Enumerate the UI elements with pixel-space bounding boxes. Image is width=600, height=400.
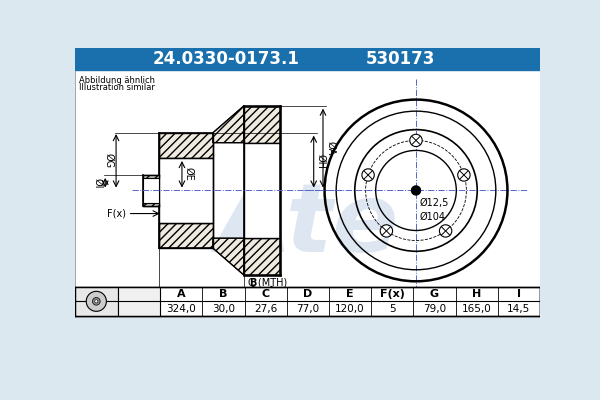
Text: 27,6: 27,6 — [254, 304, 277, 314]
Text: ØG: ØG — [104, 153, 114, 168]
Bar — [158, 223, 213, 248]
Text: ØH: ØH — [316, 154, 326, 169]
Text: C (MTH): C (MTH) — [248, 277, 287, 287]
Circle shape — [439, 225, 452, 237]
Bar — [244, 143, 280, 238]
Text: B: B — [249, 278, 256, 288]
Text: 530173: 530173 — [366, 50, 435, 68]
Bar — [75, 287, 118, 316]
Text: A: A — [177, 289, 185, 299]
Circle shape — [95, 300, 98, 303]
Bar — [143, 175, 158, 178]
Bar — [143, 175, 158, 178]
Text: 77,0: 77,0 — [296, 304, 319, 314]
Bar — [75, 48, 540, 70]
Text: ØA: ØA — [325, 141, 335, 155]
Text: 30,0: 30,0 — [212, 304, 235, 314]
Text: Ø104: Ø104 — [420, 212, 446, 222]
Bar — [158, 133, 213, 158]
Text: Illustration similar: Illustration similar — [79, 83, 155, 92]
Text: 24.0330-0173.1: 24.0330-0173.1 — [152, 50, 299, 68]
Text: 324,0: 324,0 — [166, 304, 196, 314]
Circle shape — [458, 169, 470, 181]
Bar — [118, 287, 160, 316]
Bar — [158, 158, 213, 223]
Text: I: I — [517, 289, 521, 299]
Text: Ate: Ate — [217, 178, 398, 272]
Bar — [244, 106, 280, 143]
Text: ØE: ØE — [184, 168, 193, 181]
Bar — [75, 70, 540, 287]
Bar — [244, 238, 280, 275]
Text: ⊕: ⊕ — [133, 302, 145, 316]
Text: F(x): F(x) — [107, 208, 126, 218]
Text: 79,0: 79,0 — [423, 304, 446, 314]
Circle shape — [86, 291, 106, 311]
Text: 5: 5 — [389, 304, 395, 314]
Circle shape — [92, 298, 100, 305]
Text: Abbildung ähnlich: Abbildung ähnlich — [79, 76, 155, 85]
Circle shape — [412, 186, 421, 195]
Bar — [158, 133, 213, 158]
Text: 165,0: 165,0 — [462, 304, 491, 314]
Text: F(x): F(x) — [380, 289, 405, 299]
Bar — [143, 203, 158, 206]
Polygon shape — [213, 106, 244, 143]
Bar — [158, 223, 213, 248]
Text: H: H — [472, 289, 481, 299]
Bar — [244, 238, 280, 275]
Bar — [244, 106, 280, 143]
Text: T: T — [134, 288, 143, 300]
Text: E: E — [346, 289, 354, 299]
Text: B: B — [220, 289, 228, 299]
Text: D: D — [197, 289, 205, 299]
Text: ØI: ØI — [93, 178, 103, 188]
Circle shape — [380, 225, 392, 237]
Bar — [143, 203, 158, 206]
Text: C: C — [262, 289, 270, 299]
Circle shape — [410, 134, 422, 146]
Text: G: G — [430, 289, 439, 299]
Text: D: D — [304, 289, 313, 299]
Circle shape — [362, 169, 374, 181]
Text: 14,5: 14,5 — [507, 304, 530, 314]
Bar — [143, 178, 158, 203]
Text: Ø12,5: Ø12,5 — [420, 198, 449, 208]
Text: 120,0: 120,0 — [335, 304, 365, 314]
Polygon shape — [213, 238, 244, 275]
Bar — [75, 287, 540, 316]
